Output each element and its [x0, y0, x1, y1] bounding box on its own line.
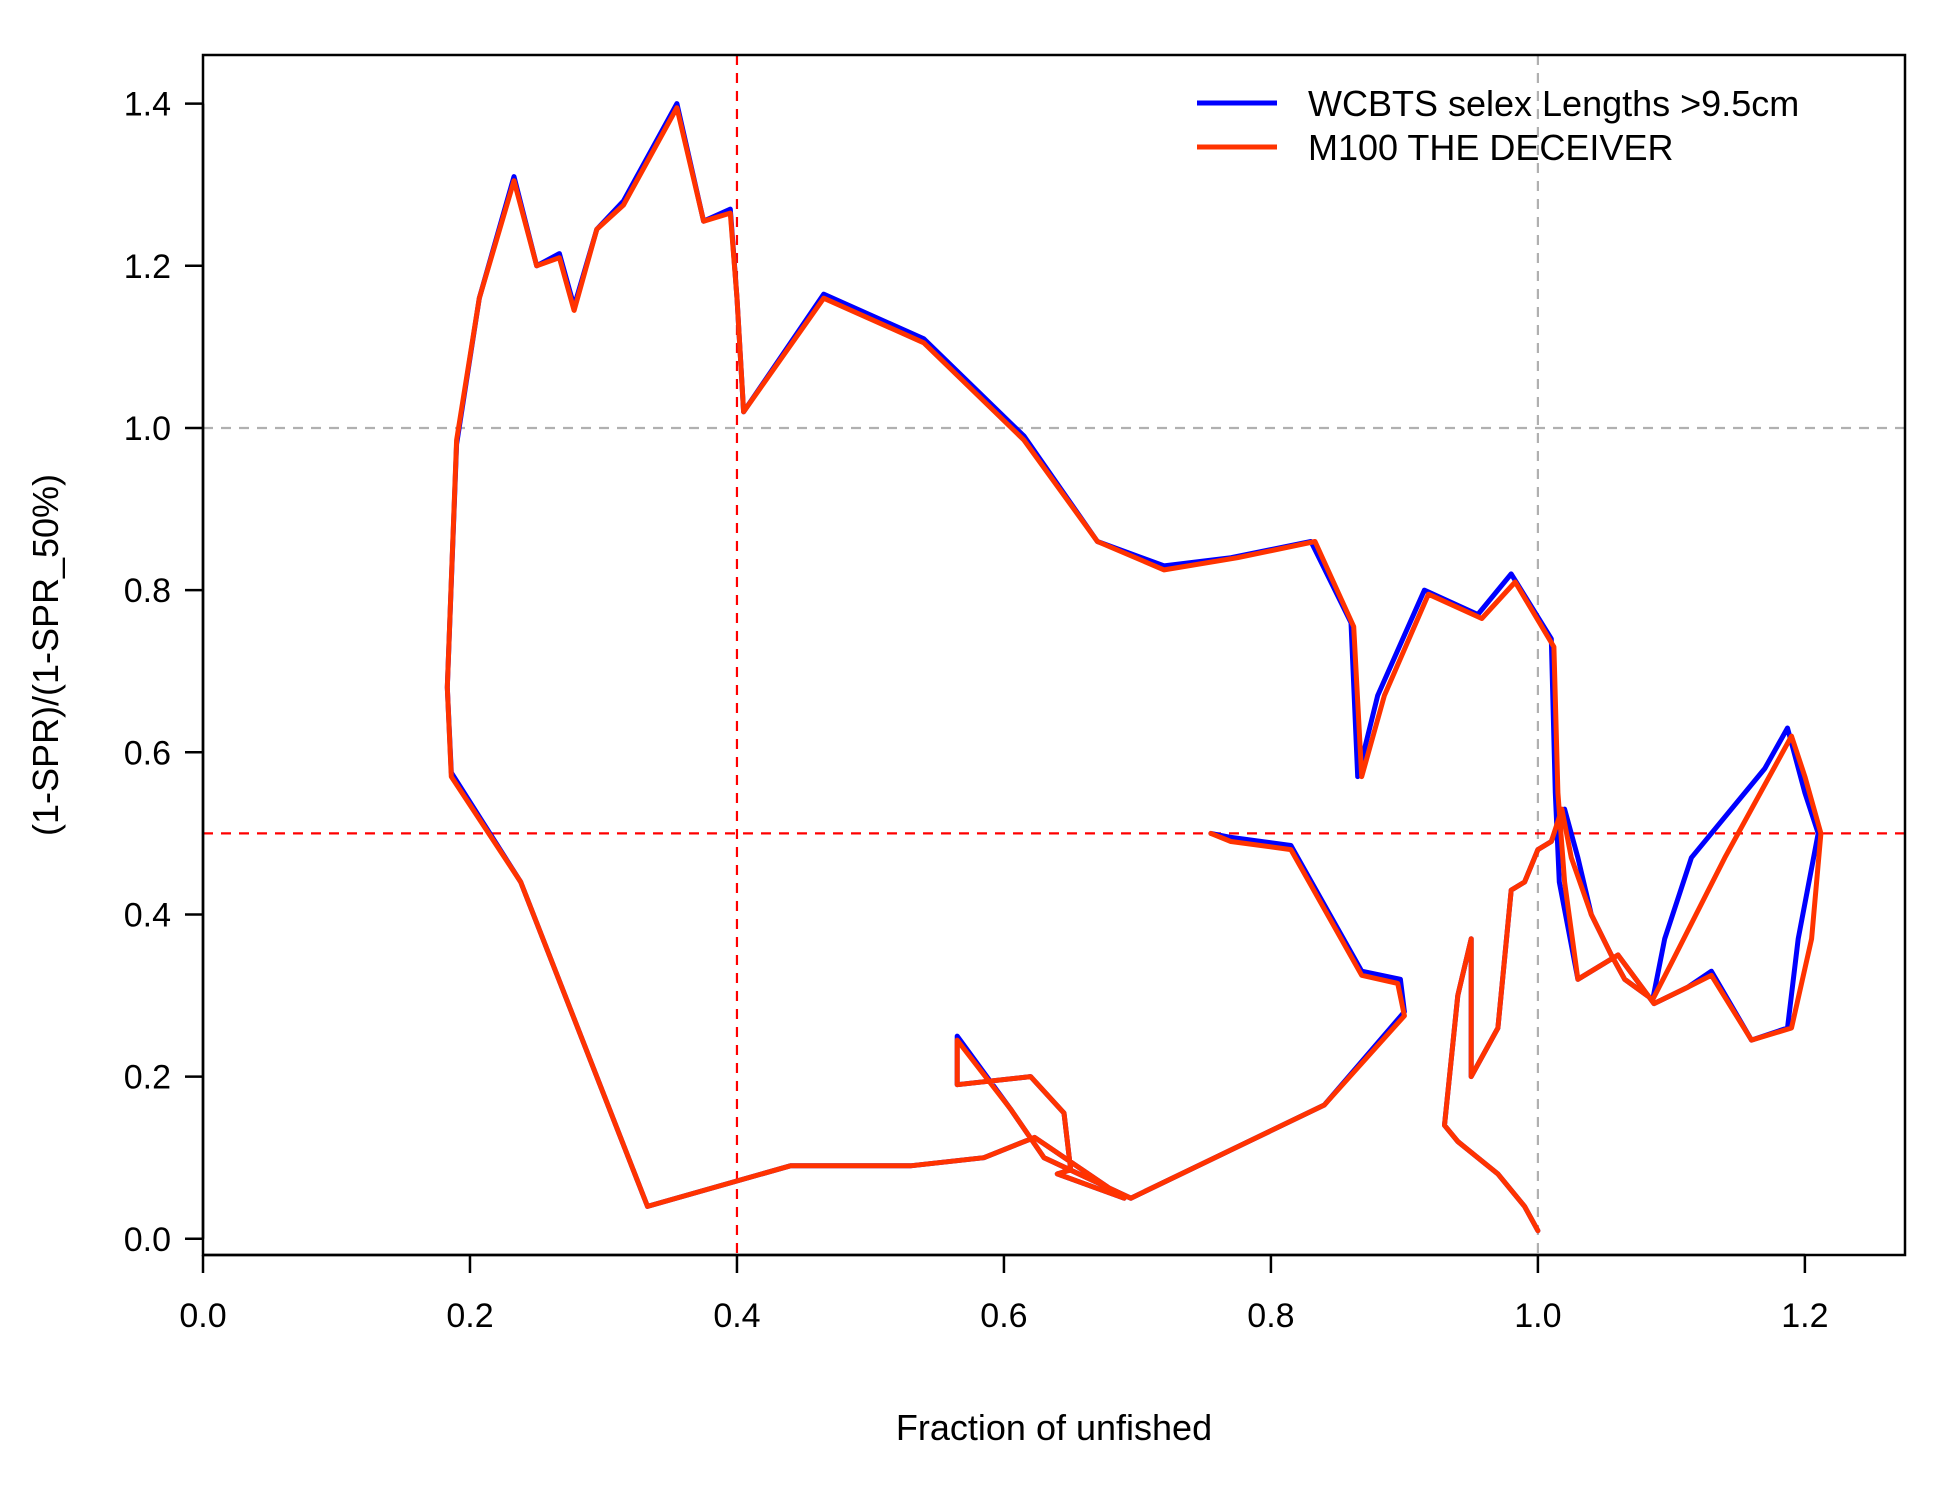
y-tick-label: 1.2: [124, 248, 171, 286]
x-tick-label: 1.2: [1781, 1297, 1828, 1335]
legend-label-1: WCBTS selex Lengths >9.5cm: [1308, 83, 1799, 124]
series-line-1: [444, 101, 1821, 1234]
x-tick-label: 0.6: [980, 1297, 1027, 1335]
y-axis-label: (1-SPR)/(1-SPR_50%): [25, 474, 66, 836]
x-tick-label: 1.0: [1514, 1297, 1561, 1335]
x-tick-label: 0.0: [179, 1297, 226, 1335]
y-tick-label: 0.2: [124, 1059, 171, 1097]
x-tick-label: 0.2: [446, 1297, 493, 1335]
y-tick-label: 0.6: [124, 734, 171, 772]
x-tick-label: 0.4: [713, 1297, 760, 1335]
y-tick-label: 0.8: [124, 572, 171, 610]
y-tick-label: 1.0: [124, 410, 171, 448]
legend-label-2: M100 THE DECEIVER: [1308, 127, 1673, 168]
reference-lines: [203, 55, 1905, 1255]
x-tick-label: 0.8: [1247, 1297, 1294, 1335]
x-axis-label: Fraction of unfished: [896, 1407, 1212, 1448]
plot-frame: [201, 53, 1907, 1257]
series-layer: [444, 101, 1824, 1234]
y-tick-label: 1.4: [124, 86, 171, 124]
y-axis: 0.0 0.2 0.4 0.6 0.8 1.0 1.2 1.4: [124, 86, 205, 1259]
x-axis: 0.0 0.2 0.4 0.6 0.8 1.0 1.2: [179, 1253, 1829, 1335]
y-tick-label: 0.4: [124, 896, 171, 934]
y-tick-label: 0.0: [124, 1221, 171, 1259]
series-line-2: [444, 105, 1824, 1234]
